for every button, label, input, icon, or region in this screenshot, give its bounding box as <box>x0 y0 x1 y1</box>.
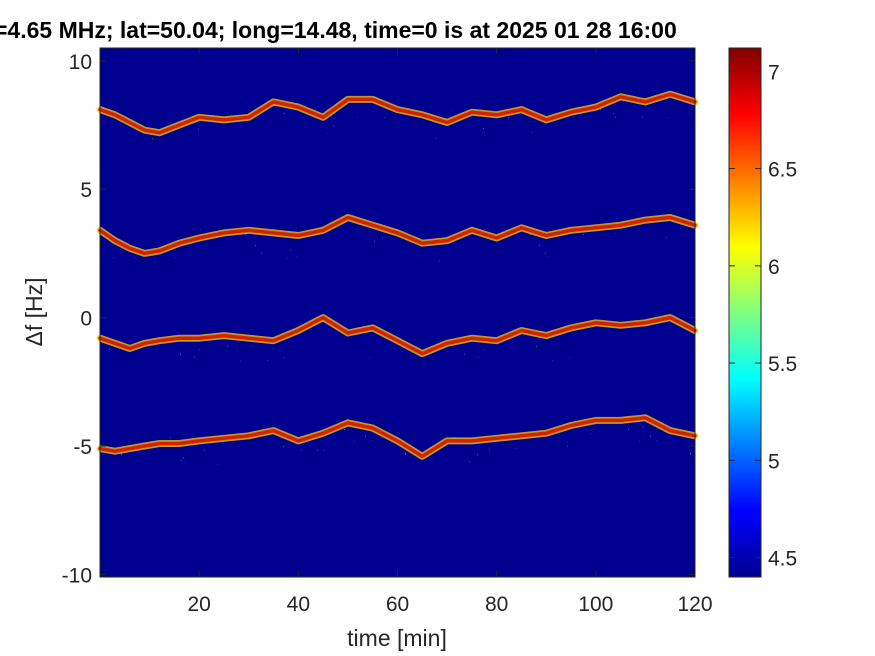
band-halo <box>93 319 702 370</box>
band-core-line <box>98 315 697 356</box>
colorbar-tick-label: 6.5 <box>768 159 797 182</box>
colorbar-tick-label: 4.5 <box>768 548 797 571</box>
x-axis: 20 40 60 80 100 120 <box>187 48 713 616</box>
band-halo <box>93 419 702 473</box>
colorbar-gradient <box>729 48 761 577</box>
band-core-line <box>98 416 697 459</box>
y-tick-label: 5 <box>80 179 92 202</box>
plot-area <box>71 47 724 578</box>
y-axis-label: Δf [Hz] <box>21 277 47 346</box>
colorbar-ticks: 4.5 5 5.5 6 6.5 7 <box>729 61 797 571</box>
spectral-bands <box>71 74 724 495</box>
y-tick-label: -10 <box>62 564 92 587</box>
colorbar-tick-label: 5 <box>768 450 780 473</box>
x-tick-label: 60 <box>386 593 409 616</box>
x-axis-label: time [min] <box>347 625 447 651</box>
x-tick-label: 100 <box>578 593 613 616</box>
y-axis: -10 -5 0 5 10 <box>62 51 695 587</box>
band-2 <box>71 297 724 392</box>
x-tick-label: 40 <box>287 593 310 616</box>
y-tick-label: 10 <box>69 51 92 74</box>
band-halo <box>93 219 702 270</box>
y-tick-label: -5 <box>73 436 92 459</box>
colorbar-tick-label: 6 <box>768 256 780 279</box>
colorbar-tick-label: 7 <box>768 61 780 84</box>
band-core-line <box>98 92 697 135</box>
band-halo <box>93 96 702 149</box>
y-tick-label: 0 <box>80 308 92 331</box>
colorbar-frame <box>728 47 762 578</box>
band-1 <box>71 197 724 292</box>
x-tick-label: 20 <box>187 593 210 616</box>
band-3 <box>71 397 724 495</box>
x-tick-label: 120 <box>677 593 712 616</box>
band-0 <box>71 74 724 171</box>
colorbar: 4.5 5 5.5 6 6.5 7 <box>728 47 797 578</box>
chart-title: =4.65 MHz; lat=50.04; long=14.48, time=0… <box>0 17 677 43</box>
band-core-line <box>98 215 697 256</box>
colorbar-tick-label: 5.5 <box>768 353 797 376</box>
x-tick-label: 80 <box>485 593 508 616</box>
